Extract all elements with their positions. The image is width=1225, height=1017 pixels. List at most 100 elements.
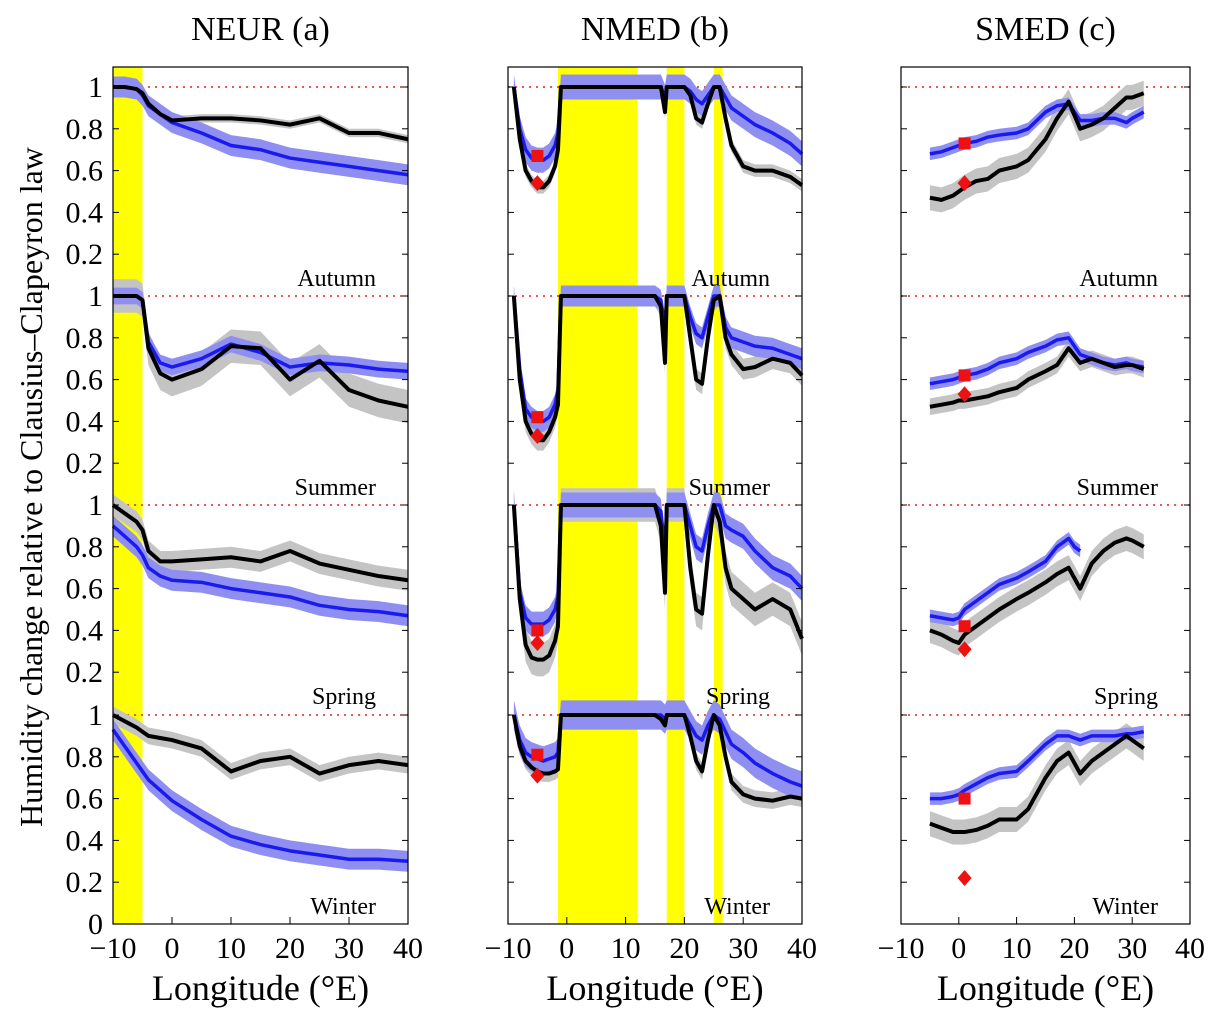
y-tick-label: 1 xyxy=(88,699,103,732)
axes-frame xyxy=(112,66,409,925)
blue-uncertainty-band xyxy=(513,74,802,173)
y-tick-label: 1 xyxy=(88,489,103,522)
panel-autumn: Autumn 0.2 0.4 0.6 0.8 1 xyxy=(66,71,409,292)
square-marker xyxy=(958,792,971,805)
y-tick-label: 0.4 xyxy=(66,405,104,438)
square-marker xyxy=(531,624,544,637)
y-tick-label: 0.2 xyxy=(66,238,104,271)
blue-uncertainty-band xyxy=(929,532,1081,627)
season-label: Summer xyxy=(295,475,376,501)
blue-uncertainty-band xyxy=(929,97,1144,161)
x-tick-label: 10 xyxy=(216,932,246,965)
blue-uncertainty-band xyxy=(113,287,408,380)
black-uncertainty-band xyxy=(113,706,408,782)
y-tick-label: 0.2 xyxy=(66,656,104,689)
blue-series-line xyxy=(111,728,409,864)
black-series-line xyxy=(929,536,1145,645)
x-tick-label: 30 xyxy=(728,932,758,965)
square-marker xyxy=(958,369,971,382)
y-axis-label: Humidity change relative to Clausius–Cla… xyxy=(13,147,49,827)
panel-summer: Summer xyxy=(901,295,1190,501)
black-series-line xyxy=(929,346,1145,409)
black-series-line xyxy=(929,733,1145,835)
shaded-band xyxy=(113,67,143,924)
x-tick-label: 30 xyxy=(334,932,364,965)
square-marker xyxy=(531,748,544,761)
blue-uncertainty-band xyxy=(929,725,1144,805)
x-tick-label: 40 xyxy=(393,932,423,965)
season-label: Winter xyxy=(1092,894,1158,920)
square-marker xyxy=(531,411,544,424)
black-uncertainty-band xyxy=(513,488,802,677)
panel-title: NMED (b) xyxy=(581,11,729,48)
black-series-line xyxy=(112,713,409,776)
season-label: Spring xyxy=(312,684,376,710)
x-tick-label: 0 xyxy=(951,932,966,965)
panel-title: NEUR (a) xyxy=(191,11,330,48)
x-tick-label: 0 xyxy=(559,932,574,965)
square-marker xyxy=(958,137,971,150)
y-tick-label: 0.4 xyxy=(66,824,104,857)
y-tick-label: 0.2 xyxy=(66,447,104,480)
x-tick-label: −10 xyxy=(878,932,925,965)
y-tick-label: 0.4 xyxy=(66,614,104,647)
y-tick-label: 0.6 xyxy=(66,783,104,816)
diamond-marker xyxy=(530,175,545,192)
blue-uncertainty-band xyxy=(113,515,408,627)
blue-series-line xyxy=(929,536,1082,622)
panel-winter: Winter 0 0.2 0.4 0.6 0.8 1 xyxy=(66,699,409,941)
panel-spring: Spring xyxy=(508,488,804,710)
diamond-marker xyxy=(957,641,972,658)
x-axis-label: Longitude (°E) xyxy=(546,968,763,1008)
season-label: Spring xyxy=(1094,684,1158,710)
axes-frame xyxy=(507,66,803,925)
panel-winter: Winter xyxy=(508,700,803,920)
panel-title: SMED (c) xyxy=(975,11,1116,48)
y-tick-label: 0.4 xyxy=(66,196,104,229)
y-tick-label: 0.8 xyxy=(66,113,104,146)
y-tick-label: 0.8 xyxy=(66,741,104,774)
y-tick-label: 0.8 xyxy=(66,531,104,564)
blue-uncertainty-band xyxy=(929,331,1144,391)
black-series-line xyxy=(111,503,409,583)
panel-autumn: Autumn xyxy=(901,80,1190,292)
season-label: Winter xyxy=(704,894,770,920)
panel-autumn: Autumn xyxy=(508,74,804,292)
x-axis-label: Longitude (°E) xyxy=(937,968,1154,1008)
blue-uncertainty-band xyxy=(113,719,408,872)
y-tick-label: 0.6 xyxy=(66,155,104,188)
season-label: Summer xyxy=(1077,475,1158,501)
square-marker xyxy=(958,620,971,633)
blue-uncertainty-band xyxy=(513,700,802,801)
x-tick-label: 40 xyxy=(1175,932,1205,965)
x-tick-label: 30 xyxy=(1117,932,1147,965)
diamond-marker xyxy=(957,386,972,403)
panel-summer: Summer xyxy=(508,285,804,501)
axes-frame xyxy=(900,66,1191,925)
season-label: Summer xyxy=(689,475,770,501)
y-tick-label: 0.6 xyxy=(66,364,104,397)
diamond-marker xyxy=(530,767,545,784)
black-uncertainty-band xyxy=(113,82,408,144)
y-tick-label: 1 xyxy=(88,71,103,104)
diamond-marker xyxy=(530,634,545,651)
blue-series-line xyxy=(111,524,409,618)
y-tick-label: 1 xyxy=(88,280,103,313)
x-tick-label: 20 xyxy=(669,932,699,965)
season-label: Winter xyxy=(310,894,376,920)
season-label: Autumn xyxy=(1079,266,1158,292)
y-tick-label: 0.2 xyxy=(66,866,104,899)
black-series-line xyxy=(511,85,804,190)
black-series-line xyxy=(511,294,804,443)
panel-spring: Spring 0.2 0.4 0.6 0.8 1 xyxy=(66,489,409,710)
season-label: Autumn xyxy=(691,266,770,292)
black-series-line xyxy=(511,713,803,803)
x-tick-label: −10 xyxy=(90,932,137,965)
y-tick-label: 0.6 xyxy=(66,573,104,606)
x-axis-label: Longitude (°E) xyxy=(152,968,369,1008)
panel-spring: Spring xyxy=(901,504,1190,710)
blue-uncertainty-band xyxy=(113,76,408,186)
